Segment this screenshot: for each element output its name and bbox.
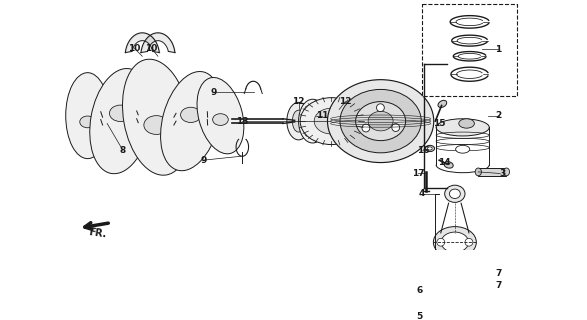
Text: 2: 2 xyxy=(495,111,502,120)
Circle shape xyxy=(305,130,311,136)
Ellipse shape xyxy=(144,116,169,134)
Ellipse shape xyxy=(368,111,393,131)
Circle shape xyxy=(376,104,384,112)
Ellipse shape xyxy=(80,116,96,128)
Text: 8: 8 xyxy=(120,146,126,155)
Text: 5: 5 xyxy=(417,312,423,320)
Ellipse shape xyxy=(475,168,481,176)
Text: 10: 10 xyxy=(146,44,158,53)
Circle shape xyxy=(437,238,445,246)
Text: 12: 12 xyxy=(292,97,305,106)
Text: 6: 6 xyxy=(417,286,423,295)
Ellipse shape xyxy=(433,227,476,258)
Ellipse shape xyxy=(340,89,421,153)
Bar xyxy=(422,4,517,96)
Text: 15: 15 xyxy=(433,119,446,128)
Ellipse shape xyxy=(197,77,244,154)
Ellipse shape xyxy=(436,119,489,136)
Ellipse shape xyxy=(299,99,327,143)
Circle shape xyxy=(465,238,473,246)
Ellipse shape xyxy=(459,119,474,128)
Ellipse shape xyxy=(314,108,349,134)
Ellipse shape xyxy=(456,145,470,153)
Ellipse shape xyxy=(445,185,465,202)
Ellipse shape xyxy=(123,59,190,175)
Ellipse shape xyxy=(287,102,311,140)
Ellipse shape xyxy=(300,98,363,145)
Ellipse shape xyxy=(356,102,406,140)
Text: 1: 1 xyxy=(495,45,501,54)
Ellipse shape xyxy=(212,114,228,125)
Ellipse shape xyxy=(110,105,131,122)
Ellipse shape xyxy=(306,109,320,133)
Circle shape xyxy=(362,124,370,132)
Ellipse shape xyxy=(438,100,447,108)
Text: 16: 16 xyxy=(417,146,429,155)
Text: 4: 4 xyxy=(418,189,424,198)
Text: 11: 11 xyxy=(316,111,328,120)
Text: 7: 7 xyxy=(495,281,502,290)
Ellipse shape xyxy=(425,145,434,152)
Ellipse shape xyxy=(161,71,221,171)
Ellipse shape xyxy=(90,68,151,174)
Text: 13: 13 xyxy=(236,116,248,126)
Text: 12: 12 xyxy=(339,97,352,106)
Text: 9: 9 xyxy=(200,156,207,165)
Ellipse shape xyxy=(450,189,460,198)
Text: FR.: FR. xyxy=(87,227,107,239)
Text: 7: 7 xyxy=(495,269,502,278)
Bar xyxy=(478,168,507,176)
Ellipse shape xyxy=(66,73,110,159)
Text: 3: 3 xyxy=(500,169,505,178)
Text: 10: 10 xyxy=(129,44,141,53)
Ellipse shape xyxy=(328,80,434,163)
Ellipse shape xyxy=(444,162,453,168)
Ellipse shape xyxy=(292,110,305,132)
Circle shape xyxy=(392,124,400,132)
Text: 17: 17 xyxy=(412,169,424,178)
Circle shape xyxy=(319,118,325,124)
Ellipse shape xyxy=(441,232,468,252)
Circle shape xyxy=(305,106,311,112)
Ellipse shape xyxy=(181,107,201,123)
Text: 14: 14 xyxy=(438,158,451,167)
Ellipse shape xyxy=(427,147,432,150)
Text: 9: 9 xyxy=(211,88,217,97)
Ellipse shape xyxy=(503,168,510,176)
